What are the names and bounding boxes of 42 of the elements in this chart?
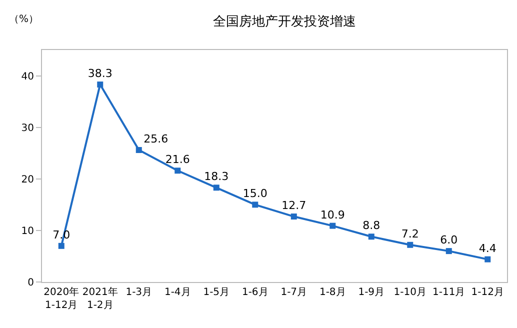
x-tick-label: 1-10月 <box>394 287 426 298</box>
point <box>330 222 336 229</box>
x-tick-label: 1-11月 <box>432 287 466 298</box>
text: 25.6 <box>144 132 168 146</box>
y-axis-title: （%） <box>9 14 39 25</box>
x-tick-label: 1-6月 <box>242 287 268 298</box>
x-tick-label: 1-12月 <box>471 287 504 298</box>
x-tick-label: 1-3月 <box>126 287 152 298</box>
x-tick-label: 1-9月 <box>358 287 385 298</box>
text: 4.4 <box>478 242 496 255</box>
text: 6.0 <box>440 234 458 247</box>
text: 7.2 <box>401 227 419 240</box>
text: 10.9 <box>320 208 345 222</box>
text: 8.8 <box>362 219 380 232</box>
y-tick-label: 30 <box>21 122 34 134</box>
y-tick-label: 10 <box>21 226 34 237</box>
y-tick-label: 20 <box>21 174 34 186</box>
x-tick-label: 2021年 1-2月 <box>82 286 118 311</box>
point <box>174 168 181 174</box>
y-tick-label: 40 <box>21 71 34 82</box>
text: 12.7 <box>282 199 306 212</box>
point <box>446 248 452 254</box>
point <box>290 214 297 220</box>
y-tick-label: 0 <box>28 278 34 288</box>
text: 15.0 <box>242 187 268 200</box>
point <box>97 82 104 88</box>
point <box>252 202 258 208</box>
x-tick-label: 2020年 1-12月 <box>44 286 80 311</box>
x-tick-label: 1-5月 <box>203 287 230 298</box>
chart-title: 全国房地产开发投资增速 <box>212 14 356 30</box>
x-tick-label: 1-4月 <box>164 287 191 298</box>
point <box>407 242 414 248</box>
point <box>58 242 64 249</box>
x-tick-label: 1-7月 <box>280 287 308 298</box>
point <box>136 147 142 154</box>
point <box>213 184 220 191</box>
text: 18.3 <box>204 170 229 184</box>
text: 38.3 <box>88 67 112 80</box>
x-tick-label: 1-8月 <box>319 287 346 298</box>
point <box>368 234 374 240</box>
text: 21.6 <box>165 153 190 166</box>
point <box>484 256 491 262</box>
